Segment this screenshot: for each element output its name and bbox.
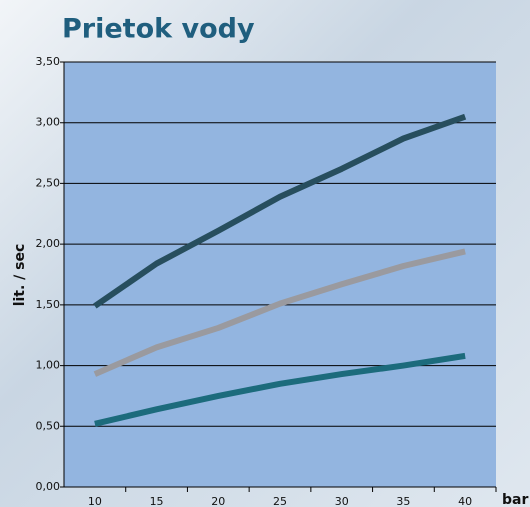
y-tick-label: 2,00: [36, 237, 61, 250]
y-axis-label: lit. / sec: [12, 244, 28, 307]
y-tick-label: 3,00: [36, 116, 61, 129]
x-tick-label: 35: [396, 495, 410, 507]
x-tick-label: 25: [273, 495, 287, 507]
y-tick-label: 2,50: [36, 176, 61, 189]
x-tick-label: 30: [335, 495, 349, 507]
y-tick-label: 1,00: [36, 359, 61, 372]
chart: Prietok vody lit. / sec bar 0,00 0,50 1,00…: [0, 0, 530, 507]
x-tick-label: 15: [150, 495, 164, 507]
x-tick-label: 20: [211, 495, 225, 507]
y-tick-label: 3,50: [36, 55, 61, 68]
y-tick-label: 0,50: [36, 419, 61, 432]
x-axis-label: bar: [502, 492, 528, 507]
x-tick-label: 40: [458, 495, 472, 507]
y-tick-label: 1,50: [36, 298, 61, 311]
y-tick-label: 0,00: [36, 480, 61, 493]
chart-title: Prietok vody: [62, 14, 255, 45]
x-tick-label: 10: [88, 495, 102, 507]
